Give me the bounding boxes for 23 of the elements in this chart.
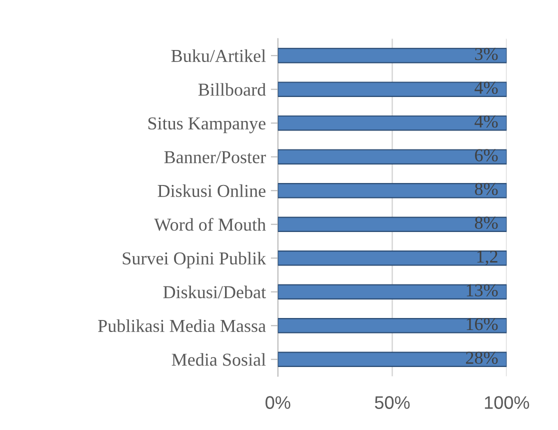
annotation: 13%	[466, 284, 498, 296]
y-tick-label: Buku/Artikel	[171, 49, 266, 62]
y-tick-label: Word of Mouth	[154, 218, 266, 231]
annotation: 8%	[474, 216, 498, 229]
y-tick-label: Banner/Poster	[164, 151, 266, 164]
y-tick-label: Survei Opini Publik	[122, 252, 266, 268]
y-tick-label: Diskusi Online	[158, 184, 266, 198]
annotation: 8%	[474, 182, 498, 196]
annotation: 28%	[466, 352, 498, 364]
annotation: 16%	[466, 318, 498, 330]
y-tick-label: Media Sosial	[172, 353, 266, 366]
annotation: 6%	[475, 149, 498, 162]
x-tick-label: 0%	[266, 396, 290, 409]
y-tick-label: Diskusi/Debat	[163, 286, 266, 298]
x-tick-label: 100%	[484, 396, 530, 409]
y-tick-label: Billboard	[198, 83, 266, 96]
annotation: 3%	[475, 48, 498, 60]
y-tick-label: Situs Kampanye	[148, 117, 266, 134]
y-tick-label: Publikasi Media Massa	[98, 319, 266, 332]
annotation: 4%	[474, 82, 498, 94]
x-tick-label: 50%	[374, 396, 410, 409]
annotation: 1,2	[477, 250, 498, 266]
annotation: 4%	[474, 115, 498, 128]
